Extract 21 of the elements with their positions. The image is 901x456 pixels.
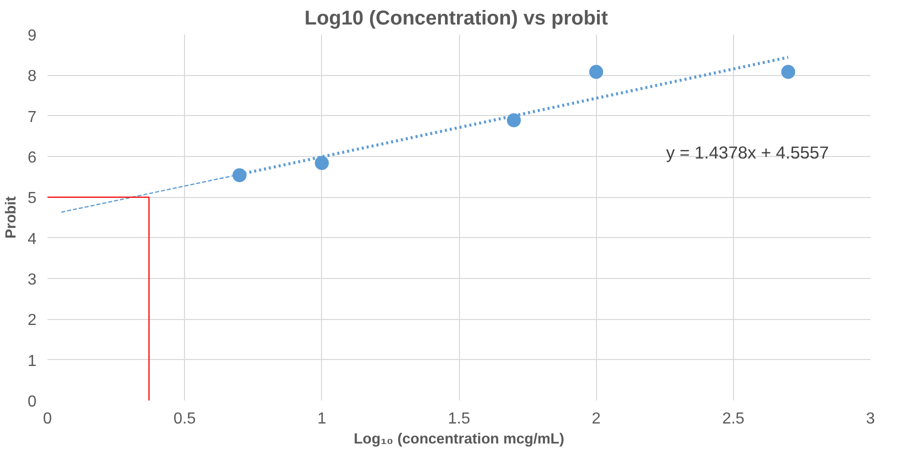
y-tick-label: 6 — [28, 150, 37, 166]
x-tick-label: 1 — [317, 410, 326, 428]
x-tick-label: 2 — [592, 410, 601, 428]
x-tick-label: 3 — [866, 410, 876, 428]
y-tick-label: 1 — [28, 352, 37, 370]
x-tick-label: 0.5 — [174, 410, 196, 428]
y-tick-label: 2 — [28, 312, 37, 330]
annotation: y = 1.4378x + 4.5557 — [666, 142, 829, 162]
x-tick-label: 2.5 — [722, 410, 745, 428]
y-tick-label: 8 — [28, 68, 37, 86]
y-tick-label: 0 — [28, 394, 37, 410]
x-tick-label: 0 — [43, 410, 52, 428]
x-tick-label: 1.5 — [448, 410, 470, 428]
x-axis-title: Log₁₀ (concentration mcg/mL) — [354, 432, 564, 448]
y-tick-label: 9 — [28, 28, 37, 44]
y-tick-label: 4 — [28, 230, 37, 248]
y-tick-label: 3 — [28, 272, 37, 288]
y-tick-label: 5 — [28, 190, 37, 208]
y-tick-label: 7 — [28, 108, 37, 126]
chart-title: Log10 (Concentration) vs probit — [304, 8, 608, 30]
y-axis-title: Probit — [4, 196, 20, 239]
